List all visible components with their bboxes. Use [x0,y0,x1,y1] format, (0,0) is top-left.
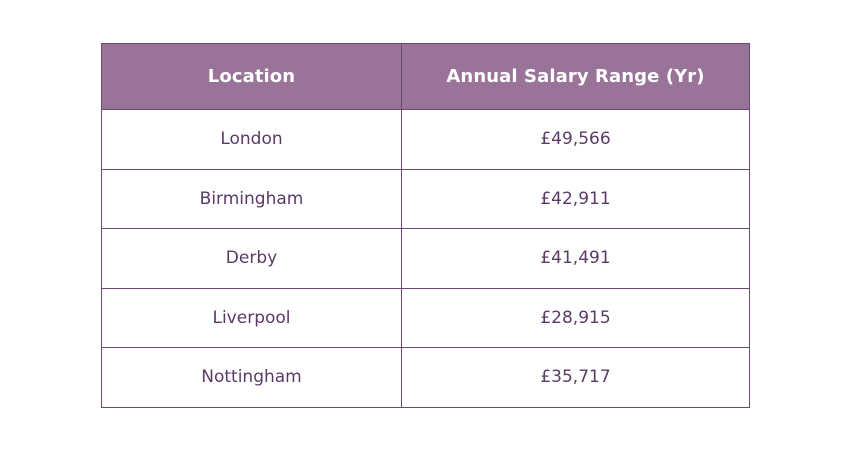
table-header: Location Annual Salary Range (Yr) [101,43,750,110]
table-row: Birmingham £42,911 [101,168,750,229]
salary-cell: £28,915 [401,287,750,348]
salary-cell: £35,717 [401,347,750,408]
location-cell: Liverpool [101,287,402,348]
table-row: London £49,566 [101,109,750,170]
salary-table: Location Annual Salary Range (Yr) London… [101,43,750,408]
salary-cell: £42,911 [401,168,750,229]
header-location: Location [101,43,402,110]
location-cell: Derby [101,228,402,289]
location-cell: Birmingham [101,168,402,229]
table-row: Liverpool £28,915 [101,287,750,348]
salary-cell: £41,491 [401,228,750,289]
table-body: London £49,566 Birmingham £42,911 Derby … [101,109,750,408]
location-cell: Nottingham [101,347,402,408]
salary-cell: £49,566 [401,109,750,170]
table-row: Derby £41,491 [101,228,750,289]
table-row: Nottingham £35,717 [101,347,750,408]
location-cell: London [101,109,402,170]
header-row: Location Annual Salary Range (Yr) [101,43,750,110]
header-salary: Annual Salary Range (Yr) [401,43,750,110]
